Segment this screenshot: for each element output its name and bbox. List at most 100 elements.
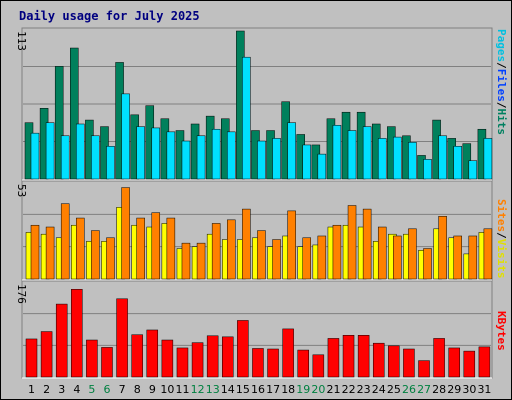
- bar-pages-day-6: [106, 146, 115, 180]
- bar-sites-day-17: [272, 239, 281, 280]
- x-tick-label: 26: [402, 383, 416, 396]
- x-tick-label: 19: [296, 383, 310, 396]
- bar-pages-day-22: [347, 130, 357, 180]
- bar-hits-day-4: [70, 47, 79, 180]
- bar-sites-day-18: [287, 210, 296, 280]
- side-label-part: KBytes: [495, 311, 508, 351]
- bar-sites-day-14: [227, 219, 236, 280]
- bar-kbytes-day-8: [131, 334, 143, 378]
- side-label-top: Pages/Files/Hits: [495, 29, 508, 135]
- bar-pages-day-8: [136, 126, 145, 180]
- x-tick-label: 25: [387, 383, 401, 396]
- side-label-part: Sites: [495, 199, 508, 232]
- bar-pages-day-23: [362, 126, 372, 180]
- x-tick-label: 3: [58, 383, 65, 396]
- bar-pages-day-14: [227, 131, 236, 180]
- bar-sites-day-8: [136, 217, 145, 280]
- bar-sites-day-12: [196, 242, 206, 280]
- panel-kbytes: 176: [15, 280, 493, 379]
- bar-sites-day-29: [453, 235, 462, 280]
- x-tick-label: 11: [176, 383, 190, 396]
- x-tick-label: 13: [206, 383, 220, 396]
- x-tick-label: 15: [236, 383, 250, 396]
- x-tick-label: 24: [372, 383, 386, 396]
- bar-pages-day-20: [317, 153, 327, 180]
- bar-sites-day-28: [438, 216, 447, 280]
- x-tick-label: 6: [104, 383, 111, 396]
- bar-kbytes-day-20: [312, 354, 325, 378]
- bar-sites-day-13: [211, 223, 221, 280]
- x-tick-label: 30: [462, 383, 476, 396]
- panel-visits_sites: 53: [15, 180, 493, 281]
- bar-kbytes-day-25: [388, 345, 400, 378]
- bar-kbytes-day-1: [25, 338, 38, 378]
- bar-pages-day-5: [91, 135, 100, 180]
- bar-sites-day-23: [362, 208, 372, 280]
- bar-pages-day-24: [377, 138, 387, 180]
- x-tick-label: 7: [119, 383, 126, 396]
- bar-kbytes-day-18: [282, 328, 294, 378]
- bar-kbytes-day-22: [342, 335, 355, 378]
- bar-kbytes-day-15: [237, 320, 249, 378]
- bar-kbytes-day-16: [252, 348, 264, 378]
- bar-kbytes-day-10: [161, 339, 174, 378]
- bar-pages-day-17: [272, 138, 281, 180]
- x-tick-label: 9: [149, 383, 156, 396]
- bar-pages-day-28: [438, 135, 447, 180]
- x-tick-label: 4: [73, 383, 80, 396]
- side-label-part: Files: [495, 69, 508, 102]
- side-label-bottom: KBytes: [495, 311, 508, 351]
- bar-pages-day-25: [393, 136, 402, 180]
- bar-sites-day-1: [30, 224, 40, 280]
- bar-kbytes-day-12: [191, 342, 204, 378]
- bar-sites-day-3: [60, 203, 70, 280]
- x-tick-label: 14: [221, 383, 235, 396]
- y-max-label: 53: [15, 184, 28, 197]
- bar-kbytes-day-24: [372, 342, 385, 378]
- x-tick-label: 27: [417, 383, 431, 396]
- bar-pages-day-13: [211, 128, 221, 180]
- bar-pages-day-1: [30, 132, 40, 180]
- bar-kbytes-day-13: [206, 335, 219, 378]
- bar-pages-day-18: [287, 122, 296, 180]
- x-tick-label: 10: [160, 383, 174, 396]
- side-label-part: Pages: [495, 29, 508, 62]
- x-tick-label: 17: [266, 383, 280, 396]
- y-max-label: 113: [15, 31, 28, 51]
- bar-kbytes-day-29: [448, 347, 460, 378]
- side-label-part: Hits: [495, 109, 508, 136]
- bar-kbytes-day-7: [116, 298, 128, 378]
- bar-kbytes-day-14: [222, 336, 234, 378]
- bar-sites-day-15: [242, 208, 251, 280]
- bar-pages-day-12: [196, 135, 206, 180]
- bar-pages-day-2: [45, 122, 55, 180]
- bar-sites-day-19: [302, 237, 311, 280]
- x-tick-label: 16: [251, 383, 265, 396]
- side-label-part: Visits: [495, 239, 508, 279]
- bar-sites-day-30: [468, 235, 478, 280]
- x-tick-label: 8: [134, 383, 141, 396]
- bar-kbytes-day-9: [146, 329, 159, 378]
- bar-kbytes-day-11: [176, 347, 189, 378]
- bar-sites-day-2: [45, 226, 55, 280]
- bar-sites-day-5: [91, 230, 100, 280]
- bar-sites-day-21: [332, 224, 342, 280]
- bar-pages-day-19: [302, 144, 311, 180]
- bar-pages-day-15: [242, 56, 251, 180]
- bar-pages-day-7: [121, 93, 130, 180]
- bar-sites-day-9: [151, 212, 161, 280]
- bar-kbytes-day-26: [403, 348, 415, 378]
- bar-sites-day-22: [347, 205, 357, 280]
- bar-pages-day-26: [408, 142, 417, 180]
- bar-pages-day-16: [257, 140, 266, 180]
- chart-title: Daily usage for July 2025: [19, 9, 200, 23]
- bar-sites-day-25: [393, 235, 402, 280]
- bar-kbytes-day-23: [357, 335, 370, 378]
- bar-kbytes-day-6: [101, 347, 113, 378]
- x-tick-label: 21: [326, 383, 340, 396]
- bar-pages-day-3: [60, 135, 70, 180]
- side-label-part: /: [495, 232, 508, 239]
- bar-kbytes-day-17: [267, 348, 279, 378]
